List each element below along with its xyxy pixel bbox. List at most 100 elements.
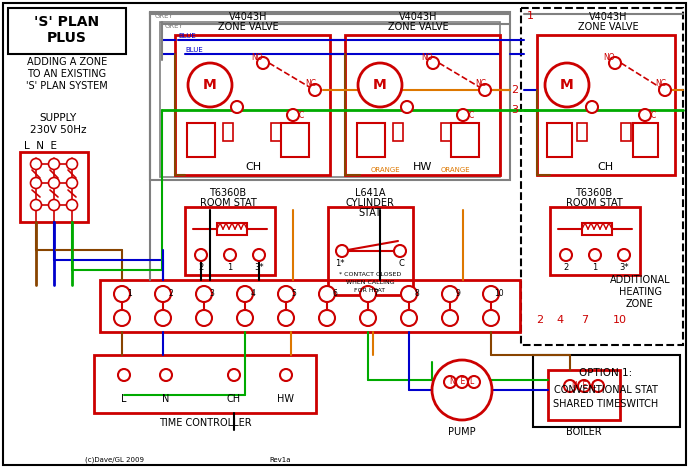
- Circle shape: [155, 310, 171, 326]
- Circle shape: [659, 84, 671, 96]
- Bar: [8, 8, 126, 54]
- Text: 7: 7: [582, 315, 589, 325]
- Text: CH: CH: [245, 162, 261, 172]
- Text: NC: NC: [656, 79, 667, 88]
- Text: ORANGE: ORANGE: [371, 167, 400, 173]
- Text: BLUE: BLUE: [178, 33, 196, 39]
- Bar: [271, 123, 281, 141]
- Text: 7: 7: [373, 290, 378, 299]
- Circle shape: [401, 310, 417, 326]
- Bar: [150, 12, 510, 180]
- Text: 'S' PLAN SYSTEM: 'S' PLAN SYSTEM: [26, 81, 108, 91]
- Text: ORANGE: ORANGE: [440, 167, 470, 173]
- Circle shape: [442, 286, 458, 302]
- Bar: [217, 223, 247, 235]
- Bar: [547, 123, 572, 157]
- Text: (c)Dave/GL 2009: (c)Dave/GL 2009: [85, 457, 144, 463]
- Text: OPTION 1:: OPTION 1:: [580, 368, 633, 378]
- Circle shape: [618, 249, 630, 261]
- Text: 3: 3: [210, 290, 215, 299]
- Text: C: C: [298, 110, 304, 119]
- Circle shape: [287, 109, 299, 121]
- Text: 1: 1: [128, 290, 132, 299]
- Circle shape: [280, 369, 292, 381]
- Text: 8: 8: [415, 290, 420, 299]
- Text: ZONE: ZONE: [626, 299, 654, 309]
- Circle shape: [160, 369, 172, 381]
- Bar: [548, 370, 620, 420]
- Circle shape: [560, 249, 572, 261]
- Circle shape: [188, 63, 232, 107]
- Text: BOILER: BOILER: [566, 427, 602, 437]
- Text: FOR HEAT: FOR HEAT: [355, 288, 386, 293]
- Circle shape: [257, 57, 269, 69]
- Text: ZONE VALVE: ZONE VALVE: [217, 22, 278, 32]
- Text: T6360B: T6360B: [210, 188, 246, 198]
- Circle shape: [237, 286, 253, 302]
- Circle shape: [479, 84, 491, 96]
- Bar: [175, 35, 330, 175]
- Text: HEATING: HEATING: [618, 287, 662, 297]
- Text: ZONE VALVE: ZONE VALVE: [578, 22, 638, 32]
- Text: GREY: GREY: [155, 13, 174, 19]
- Circle shape: [456, 376, 468, 388]
- Circle shape: [483, 286, 499, 302]
- Text: C: C: [398, 259, 404, 269]
- Circle shape: [401, 286, 417, 302]
- Bar: [441, 123, 451, 141]
- Text: V4043H: V4043H: [229, 12, 267, 22]
- Text: 1: 1: [527, 11, 534, 21]
- Circle shape: [66, 177, 77, 189]
- Text: 2: 2: [563, 263, 569, 271]
- Text: M: M: [373, 78, 387, 92]
- Text: 230V 50Hz: 230V 50Hz: [30, 125, 86, 135]
- Text: C: C: [469, 110, 473, 119]
- Circle shape: [30, 159, 41, 169]
- Circle shape: [336, 245, 348, 257]
- Text: TO AN EXISTING: TO AN EXISTING: [28, 69, 106, 79]
- Bar: [393, 123, 403, 141]
- Text: 3: 3: [511, 105, 518, 115]
- Circle shape: [48, 199, 59, 211]
- Text: L641A: L641A: [355, 188, 385, 198]
- Circle shape: [66, 159, 77, 169]
- Circle shape: [278, 286, 294, 302]
- Text: 2: 2: [199, 263, 204, 271]
- Circle shape: [30, 177, 41, 189]
- Bar: [20, 152, 88, 222]
- Text: SHARED TIMESWITCH: SHARED TIMESWITCH: [553, 399, 659, 409]
- Text: ZONE VALVE: ZONE VALVE: [388, 22, 448, 32]
- Circle shape: [589, 249, 601, 261]
- Text: 2: 2: [536, 315, 544, 325]
- Circle shape: [155, 286, 171, 302]
- Text: L  N  E: L N E: [23, 141, 57, 151]
- Text: TIME CONTROLLER: TIME CONTROLLER: [159, 418, 251, 428]
- Text: ADDITIONAL: ADDITIONAL: [610, 275, 670, 285]
- Text: 4: 4: [556, 315, 564, 325]
- Circle shape: [427, 57, 439, 69]
- Text: NC: NC: [306, 79, 317, 88]
- Bar: [533, 355, 680, 427]
- Circle shape: [639, 109, 651, 121]
- Bar: [160, 22, 500, 177]
- Circle shape: [30, 199, 41, 211]
- Bar: [328, 207, 413, 295]
- Circle shape: [609, 57, 621, 69]
- Text: 3*: 3*: [619, 263, 629, 271]
- Bar: [521, 8, 683, 345]
- Bar: [185, 207, 275, 275]
- Text: M: M: [203, 78, 217, 92]
- Text: 9: 9: [455, 290, 460, 299]
- Text: 1: 1: [228, 263, 233, 271]
- Circle shape: [545, 63, 589, 107]
- Bar: [281, 123, 309, 157]
- Circle shape: [592, 380, 604, 392]
- Text: NO: NO: [603, 52, 615, 61]
- Text: 2: 2: [168, 290, 173, 299]
- Bar: [357, 123, 385, 157]
- Text: ROOM STAT: ROOM STAT: [566, 198, 622, 208]
- Bar: [345, 35, 500, 175]
- Circle shape: [195, 249, 207, 261]
- Text: BLUE: BLUE: [185, 47, 203, 53]
- Circle shape: [578, 380, 590, 392]
